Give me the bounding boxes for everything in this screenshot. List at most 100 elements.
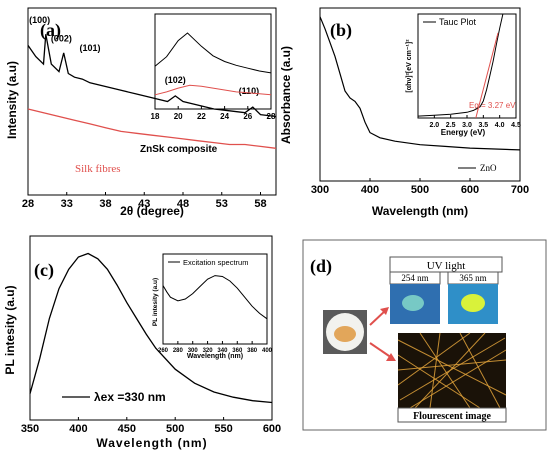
panel-b-x-tick-label: 500 <box>411 184 429 196</box>
fiber-strand <box>414 332 486 409</box>
uv-title: UV light <box>427 260 466 272</box>
panel-a-inset-x-tick-label: 22 <box>197 112 206 121</box>
panel-c-x-tick-label: 350 <box>21 423 39 435</box>
excitation-x-tick-label: 380 <box>247 348 258 354</box>
fiber-strand <box>397 354 481 409</box>
excitation-series-0 <box>162 275 268 320</box>
excitation-x-tick-label: 260 <box>158 348 169 354</box>
panel-b-x-tick-label: 300 <box>311 184 329 196</box>
panel-a-x-tick-label: 43 <box>138 198 150 210</box>
peak-label: (101) <box>79 43 100 53</box>
tauc-x-tick-label: 4.0 <box>495 122 505 129</box>
panel-c-inset-frame <box>162 253 268 345</box>
uv-254-glow <box>402 295 424 311</box>
excitation-xlabel: Wavelength (nm) <box>187 353 243 360</box>
panel-a-inset-x-tick-label: 24 <box>220 112 229 121</box>
arrow-to-uv <box>369 309 387 326</box>
bandgap-annotation: Eg = 3.27 eV <box>469 101 516 110</box>
panel-a-frame <box>27 7 277 196</box>
panel-b-x-tick-label: 700 <box>511 184 529 196</box>
uv-365-label: 365 nm <box>459 273 486 283</box>
panel-b-label: (b) <box>330 20 352 41</box>
panel-b-x-tick-label: 600 <box>461 184 479 196</box>
excitation-x-tick-label: 320 <box>203 348 214 354</box>
peak-label: (100) <box>29 15 50 25</box>
fiber-strand <box>429 332 441 409</box>
fluorescent-photo <box>398 333 506 408</box>
peak-label: (110) <box>239 86 260 96</box>
tauc-xlabel: Energy (eV) <box>441 128 486 137</box>
panel-a-series-0 <box>27 34 277 118</box>
panel-a-inset-series-0 <box>154 32 272 74</box>
excitation-title: Excitation spectrum <box>183 258 248 267</box>
arrow-to-fluor <box>369 342 393 359</box>
panel-c-ylabel: PL intesity (a.u) <box>3 285 17 374</box>
series-label-znsk: ZnSk composite <box>140 144 218 155</box>
sample-silk <box>334 326 356 342</box>
panel-a-x-tick-label: 38 <box>99 198 111 210</box>
peak-label: (002) <box>51 34 72 44</box>
fiber-strand <box>397 332 471 386</box>
panel-c-series-0 <box>29 252 273 404</box>
panel-c-x-tick-label: 450 <box>118 423 136 435</box>
panel-a-inset-x-tick-label: 28 <box>267 112 276 121</box>
peak-label: (102) <box>165 75 186 85</box>
tauc-x-tick-label: 2.0 <box>429 122 439 129</box>
panel-a-x-tick-label: 53 <box>216 198 228 210</box>
panel-a-inset-x-tick-label: 26 <box>243 112 252 121</box>
panel-c-frame <box>29 235 273 421</box>
panel-a-series-1 <box>27 108 277 149</box>
panel-c-xlabel: Wavelength (nm) <box>96 436 207 450</box>
panel-c: (c) Wavelength (nm) PL intesity (a.u) λe… <box>3 235 273 450</box>
fiber-strand <box>409 349 507 409</box>
fluor-caption-box <box>397 407 507 423</box>
uv-254-label: 254 nm <box>401 273 428 283</box>
panel-a-inset-x-tick-label: 20 <box>174 112 183 121</box>
panel-a-x-tick-label: 48 <box>177 198 189 210</box>
fiber-strand <box>397 359 507 371</box>
panel-a-inset-series-1 <box>154 84 272 96</box>
panel-a-inset-x-tick-label: 18 <box>151 112 160 121</box>
series-label-silk: Silk fibres <box>75 163 121 175</box>
panel-c-label: (c) <box>34 260 54 281</box>
tauc-x-tick-label: 3.5 <box>478 122 488 129</box>
panel-c-x-tick-label: 400 <box>69 423 87 435</box>
panel-a-ylabel: Intensity (a.u) <box>5 61 19 139</box>
panel-a-xlabel: 2θ (degree) <box>120 204 184 218</box>
chart-marks: 28 33 38 43 48 53 58 (100)(002) (101) (102) (110) 1… <box>21 13 529 435</box>
panel-d-label: (d) <box>310 256 332 277</box>
panel-c-x-tick-label: 600 <box>263 423 281 435</box>
excitation-x-tick-label: 360 <box>232 348 243 354</box>
tauc-x-tick-label: 4.5 <box>511 122 521 129</box>
tauc-x-tick-label: 2.5 <box>446 122 456 129</box>
panel-b-x-tick-label: 400 <box>361 184 379 196</box>
panel-a-x-tick-label: 33 <box>61 198 73 210</box>
silk-sample-photo <box>323 310 367 354</box>
panel-b-ylabel: Absorbance (a.u) <box>279 46 293 144</box>
uv-365-glow <box>461 294 485 312</box>
arrow-to-uv-head <box>380 307 389 315</box>
fluor-caption: Flourescent image <box>413 411 491 422</box>
excitation-x-tick-label: 340 <box>217 348 228 354</box>
excitation-x-tick-label: 300 <box>188 348 199 354</box>
panel-a-x-tick-label: 28 <box>22 198 34 210</box>
panel-b-series-0 <box>319 16 521 151</box>
fiber-strand <box>399 337 506 401</box>
excitation-x-tick-label: 280 <box>173 348 184 354</box>
panel-b-legend: ZnO <box>480 163 497 173</box>
panel-a-x-tick-label: 58 <box>254 198 266 210</box>
tauc-plot-title: Tauc Plot <box>439 17 477 27</box>
panel-d: (d) UV light 254 nm 365 nm Flourescent i… <box>302 239 547 431</box>
panel-c-x-tick-label: 550 <box>214 423 232 435</box>
tauc-x-tick-label: 3.0 <box>462 122 472 129</box>
excitation-x-tick-label: 400 <box>262 348 273 354</box>
tauc-series-1 <box>475 32 499 119</box>
tauc-ylabel: [αhν]²[eV cm⁻¹]² <box>406 39 413 93</box>
excitation-ylabel: PL intesity (a.u) <box>152 278 159 326</box>
arrow-to-fluor-head <box>386 353 396 361</box>
panel-c-legend: λex =330 nm <box>94 390 166 404</box>
fiber-strand <box>419 332 471 409</box>
panel-c-x-tick-label: 500 <box>166 423 184 435</box>
fluorescent-fibers <box>397 332 507 409</box>
